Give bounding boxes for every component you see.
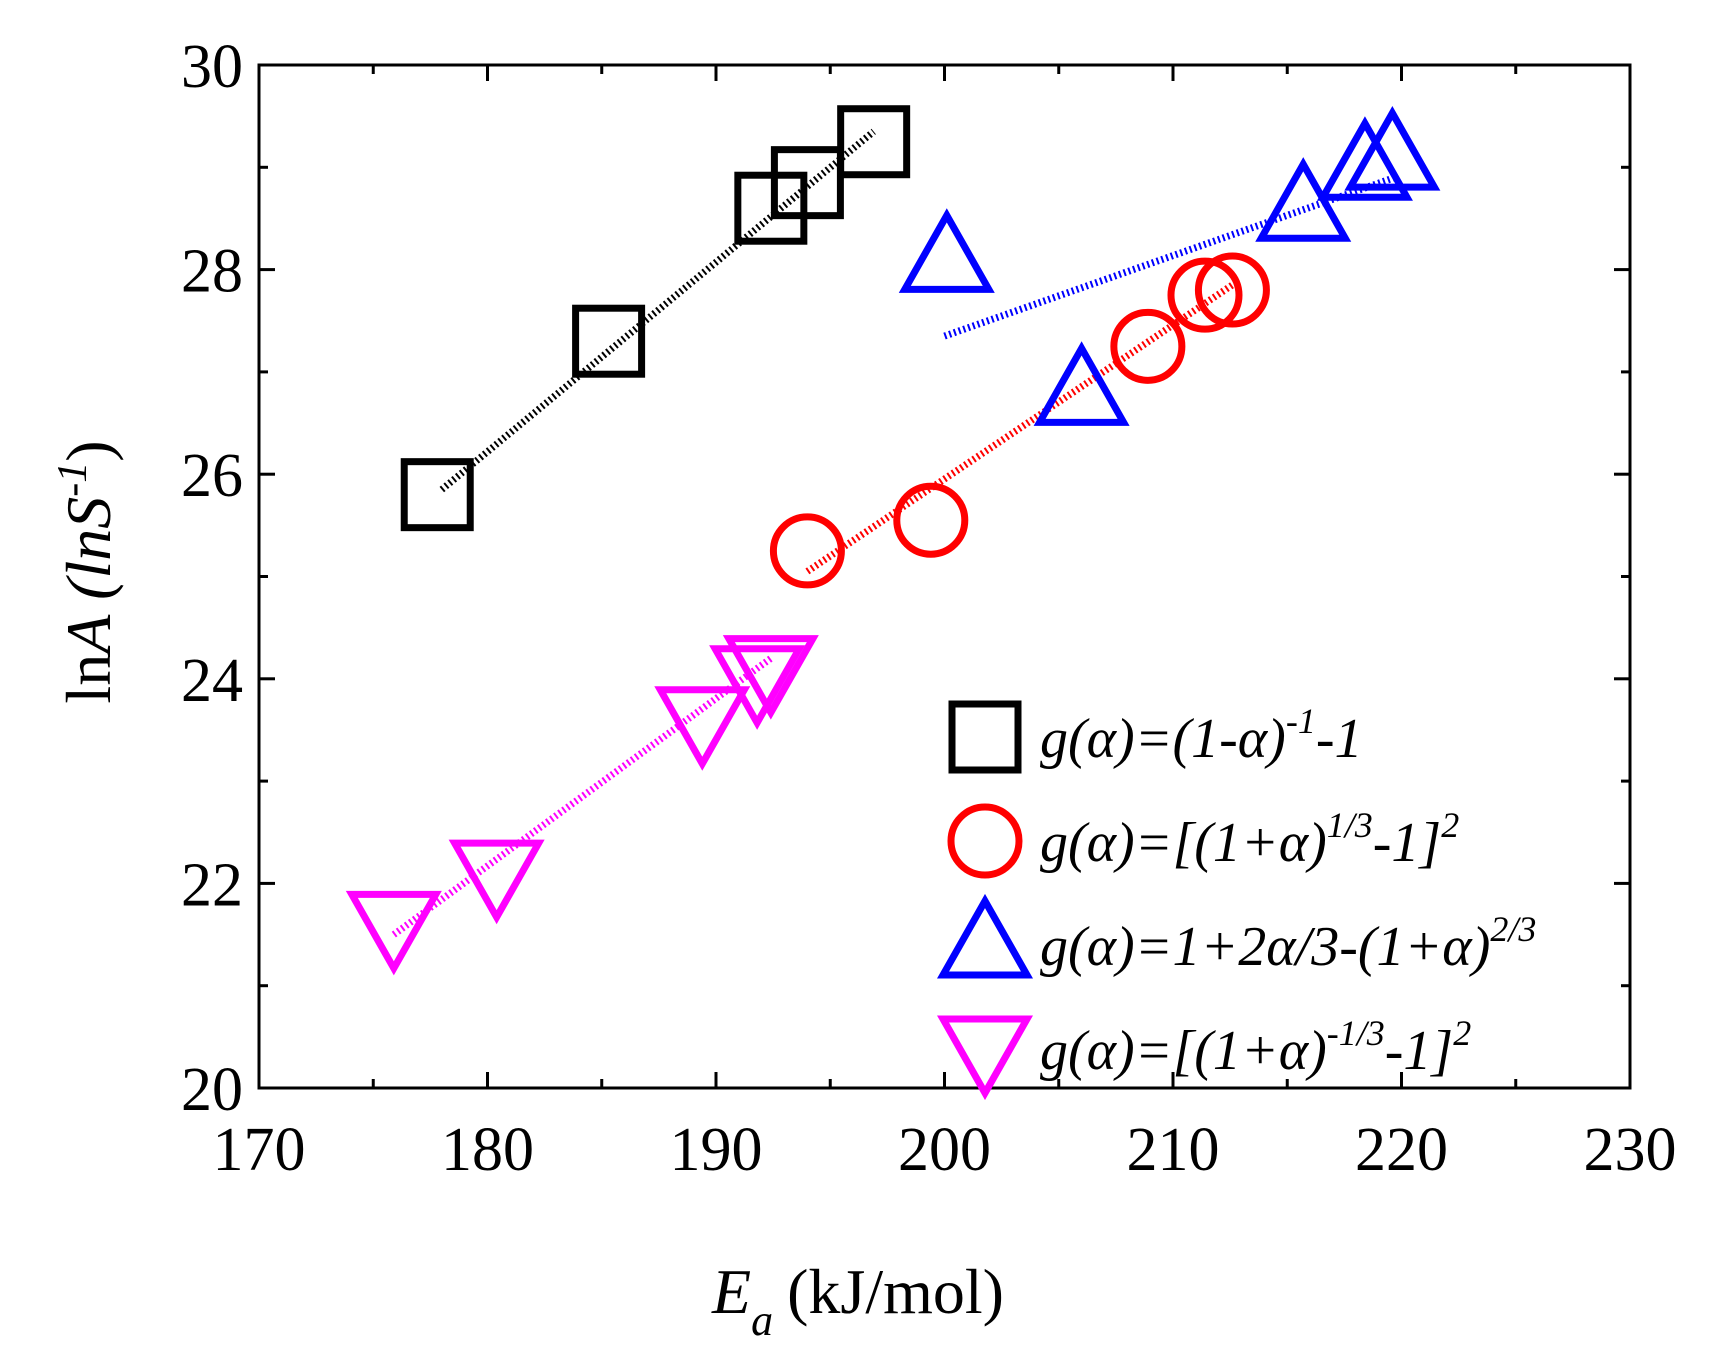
point-circle bbox=[1167, 257, 1243, 333]
legend-label: g(α)=(1-α)-1-1 bbox=[1040, 701, 1362, 770]
x-tick-label: 180 bbox=[441, 1116, 534, 1184]
point-circle bbox=[769, 513, 845, 589]
y-tick-label: 20 bbox=[181, 1056, 243, 1124]
point-square bbox=[837, 105, 911, 179]
data-points bbox=[345, 105, 1441, 976]
legend-label: g(α)=1+2α/3-(1+α)2/3 bbox=[1040, 909, 1536, 978]
y-tick-label: 30 bbox=[181, 33, 243, 101]
point-triangle-up bbox=[1033, 341, 1130, 426]
point-triangle-down bbox=[345, 890, 442, 976]
x-tick-label: 230 bbox=[1584, 1116, 1677, 1184]
y-tick-label: 24 bbox=[181, 647, 243, 715]
x-tick-label: 220 bbox=[1355, 1116, 1448, 1184]
x-tick-label: 210 bbox=[1127, 1116, 1220, 1184]
y-tick-label: 28 bbox=[181, 238, 243, 306]
plot-frame bbox=[257, 63, 1632, 1090]
legend-marker-circle bbox=[947, 803, 1023, 879]
point-triangle-up bbox=[898, 208, 995, 293]
tick-labels: 170 180 190 200 210 220 230 20 22 24 26 28 30 bbox=[181, 33, 1677, 1184]
legend-label: g(α)=[(1+α)-1/3-1]2 bbox=[1040, 1013, 1471, 1082]
point-triangle-down bbox=[722, 635, 819, 720]
point-square bbox=[572, 304, 646, 378]
legend-marker-square bbox=[948, 700, 1022, 774]
x-tick-label: 170 bbox=[213, 1116, 306, 1184]
point-circle bbox=[1194, 252, 1270, 328]
x-tick-label: 190 bbox=[670, 1116, 763, 1184]
y-tick-label: 22 bbox=[181, 851, 243, 919]
fit-line-circle bbox=[805, 282, 1235, 575]
point-triangle-down bbox=[709, 645, 806, 730]
point-square bbox=[400, 458, 474, 532]
x-tick-label: 200 bbox=[898, 1116, 991, 1184]
point-circle bbox=[893, 482, 969, 558]
point-circle bbox=[1110, 308, 1186, 384]
fit-line-square bbox=[439, 128, 876, 493]
point-triangle-up bbox=[1255, 157, 1352, 242]
legend: g(α)=(1-α)-1-1 g(α)=[(1+α)1/3-1]2 g(α)=1+2… bbox=[936, 700, 1536, 1101]
fit-lines bbox=[391, 128, 1396, 938]
legend-marker-triangle-up bbox=[936, 893, 1034, 979]
legend-marker-triangle-down bbox=[936, 1015, 1034, 1101]
point-triangle-up bbox=[1316, 116, 1413, 201]
point-triangle-down bbox=[654, 686, 751, 771]
point-triangle-down bbox=[448, 839, 545, 925]
point-square bbox=[734, 171, 808, 245]
point-triangle-up bbox=[1344, 105, 1441, 191]
y-tick-label: 26 bbox=[181, 442, 243, 510]
legend-label: g(α)=[(1+α)1/3-1]2 bbox=[1040, 805, 1459, 874]
point-square bbox=[770, 146, 844, 220]
y-axis-label: lnA (lnS-1) bbox=[50, 440, 124, 703]
x-axis-label: Ea (kJ/mol) bbox=[711, 1256, 1004, 1345]
